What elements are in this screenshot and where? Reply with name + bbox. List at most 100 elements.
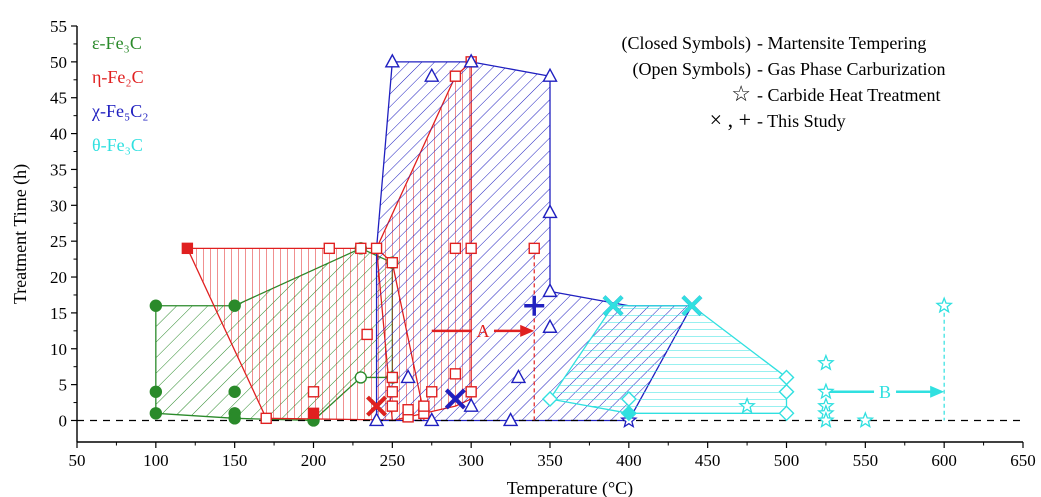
x-tick-label-650: 650: [1010, 451, 1036, 470]
data-point-eta-square-3-0: [260, 412, 272, 425]
x-tick-label-300: 300: [458, 451, 484, 470]
data-point-chi-triangle-4-8: [400, 368, 416, 384]
legend-desc-1: - Gas Phase Carburization: [757, 59, 945, 79]
data-point-theta-star-6-1: [817, 353, 835, 371]
legend-desc-3: - This Study: [757, 111, 846, 131]
data-point-chi-triangle-4-4: [542, 204, 558, 219]
y-tick-label-5: 5: [59, 376, 68, 395]
data-point-chi-plus-13-0: [524, 295, 545, 316]
legend-desc-2: - Carbide Heat Treatment: [757, 85, 940, 105]
phase-label-theta: θ-Fe₃C: [92, 135, 143, 155]
data-point-chi-triangle-4-7: [510, 368, 527, 384]
legend-symbol-1: (Open Symbols): [633, 59, 752, 80]
data-point-chi-x-11-0-stroke-2: [444, 388, 466, 410]
y-tick-label-50: 50: [50, 53, 67, 72]
data-point-eta-square-3-9: [386, 400, 399, 412]
data-point-theta-star-6-0: [738, 396, 756, 414]
data-point-eta-square-3-18: [465, 242, 477, 255]
data-point-theta-diamond-5-4: [778, 405, 795, 422]
data-point-chi-triangle-4-1: [424, 67, 440, 82]
x-tick-label-450: 450: [695, 451, 721, 470]
phase-label-eta: η-Fe₂C: [92, 67, 144, 87]
data-point-theta-star-6-2: [817, 382, 835, 400]
x-tick-label-200: 200: [301, 451, 327, 470]
data-point-epsilon-circle-0-4: [149, 407, 163, 420]
data-point-theta-diamond-5-3: [778, 383, 795, 400]
data-point-eta-square-3-19: [449, 368, 462, 380]
x-axis-title: Temperature (°C): [507, 478, 633, 497]
data-point-chi-triangle-4-12: [368, 412, 385, 427]
legend-symbol-2: ☆: [731, 81, 751, 106]
data-point-epsilon-circle-0-2: [149, 385, 163, 398]
data-point-epsilon-circle-0-1: [228, 299, 241, 312]
y-tick-label-15: 15: [50, 304, 67, 323]
data-point-theta-x-12-0: [602, 295, 624, 317]
data-point-eta-square-3-7: [386, 371, 399, 384]
data-point-epsilon-circle-0-6: [228, 412, 241, 425]
x-tick-label-50: 50: [69, 451, 86, 470]
data-point-eta-square-3-20: [465, 386, 477, 398]
data-point-chi-triangle-4-6: [542, 318, 558, 333]
phase-label-epsilon: ε-Fe₃C: [92, 33, 142, 53]
data-point-theta-star-6-7: [935, 296, 954, 314]
y-tick-label-30: 30: [50, 196, 67, 215]
data-point-eta-square-3-4: [361, 328, 373, 341]
annotation-label-B: B: [879, 382, 891, 402]
y-tick-label-40: 40: [50, 125, 67, 144]
data-point-eta-square-3-14: [426, 386, 438, 398]
data-point-eta-square-3-11: [402, 404, 414, 416]
data-point-eta-square-3-21: [528, 242, 540, 255]
data-point-theta-diamond-5-0: [542, 390, 558, 407]
x-tick-label-600: 600: [931, 451, 957, 470]
y-tick-label-10: 10: [50, 340, 67, 359]
x-tick-label-350: 350: [537, 451, 563, 470]
phase-label-chi: χ-Fe₅C₂: [91, 101, 149, 121]
data-point-theta-diamond-8-0: [620, 405, 637, 422]
legend-desc-0: - Martensite Tempering: [757, 33, 926, 53]
data-point-epsilon-circle-0-0: [149, 299, 163, 312]
data-point-eta-square-2-0: [181, 242, 194, 255]
data-point-eta-square-3-13: [418, 400, 430, 412]
data-point-chi-triangle-4-9: [502, 412, 519, 427]
data-point-eta-square-3-8: [386, 386, 399, 398]
data-point-eta-square-3-2: [323, 242, 335, 255]
x-tick-label-500: 500: [774, 451, 800, 470]
data-point-chi-triangle-4-5: [542, 282, 558, 298]
legend-symbol-3: × , +: [710, 107, 751, 132]
data-point-eta-x-10-0: [366, 395, 387, 417]
legend-symbol-0: (Closed Symbols): [621, 33, 751, 54]
data-point-theta-x-12-1: [681, 295, 703, 317]
data-point-chi-triangle-4-2: [463, 53, 479, 68]
data-point-eta-square-3-3: [355, 242, 367, 255]
annotation-label-A: A: [476, 321, 489, 341]
data-point-eta-x-10-0-stroke-2: [366, 395, 387, 417]
data-point-eta-square-2-1: [307, 407, 320, 420]
x-tick-label-100: 100: [143, 451, 169, 470]
y-tick-label-25: 25: [50, 232, 67, 251]
annotation-arrow-head-A: [520, 324, 535, 337]
data-point-chi-x-11-0: [444, 388, 466, 410]
x-tick-label-250: 250: [380, 451, 406, 470]
data-point-eta-square-3-15: [449, 70, 462, 82]
data-point-eta-square-3-5: [370, 242, 383, 255]
x-tick-label-150: 150: [222, 451, 248, 470]
data-point-chi-triangle-4-10: [463, 397, 479, 412]
data-point-chi-triangle-4-0: [384, 53, 401, 68]
data-point-theta-star-6-6: [856, 411, 875, 429]
annotation-arrow-head-B: [930, 385, 945, 398]
y-tick-label-55: 55: [50, 17, 67, 36]
data-point-theta-x-12-1-stroke-2: [681, 295, 703, 317]
y-tick-label-35: 35: [50, 160, 67, 179]
data-point-chi-triangle-4-11: [424, 412, 440, 427]
data-point-eta-square-3-17: [449, 242, 462, 255]
data-point-eta-square-3-6: [386, 256, 399, 269]
data-point-theta-star-6-5: [817, 411, 835, 429]
data-point-eta-square-3-1: [307, 386, 320, 398]
y-tick-label-0: 0: [59, 411, 68, 430]
data-point-chi-triangle-4-3: [542, 67, 558, 82]
data-point-epsilon-circle-1-0: [354, 371, 367, 384]
data-point-epsilon-circle-0-3: [228, 385, 241, 398]
y-tick-label-45: 45: [50, 89, 67, 108]
x-tick-label-550: 550: [853, 451, 879, 470]
